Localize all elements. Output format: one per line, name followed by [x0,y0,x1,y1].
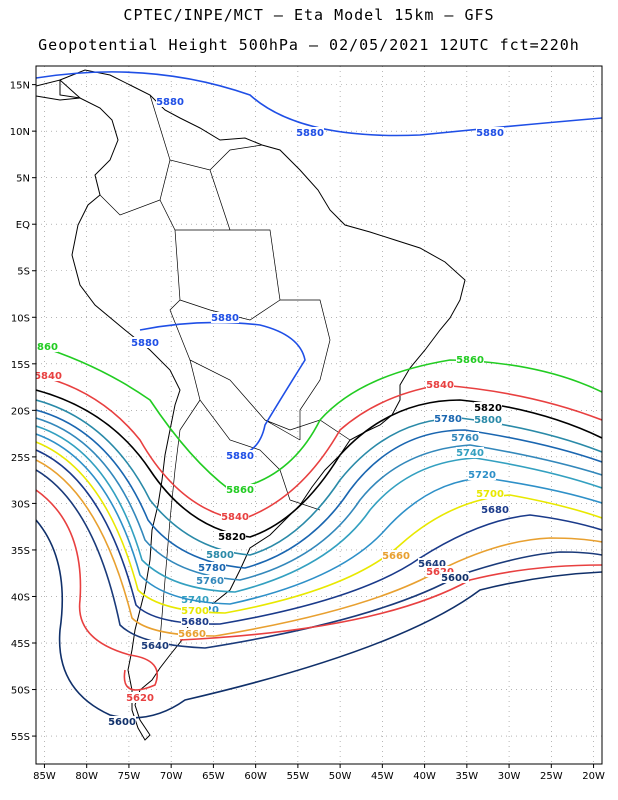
lat-tick-label: 50S [11,686,30,697]
contour-label-5640: 5640 [418,559,446,570]
lat-tick-label: 15S [11,360,30,371]
contour-5880 [139,321,306,456]
contour-label-5760: 5760 [196,576,224,587]
contour-5620 [36,489,602,691]
south-america-coastline [59,69,466,741]
contour-5880 [36,71,602,137]
contour-label-5880: 5880 [156,97,184,108]
lon-tick-label: 80W [75,771,98,782]
lon-tick-label: 65W [202,771,225,782]
lat-tick-label: 35S [11,546,30,557]
lat-tick-label: 10S [11,313,30,324]
lat-tick-label: 55S [11,732,30,743]
latitude-tick-labels: 15N 10N 5N EQ 5S 10S 15S 20S 25S 30S 35S 40S 45S 50S 5… [10,81,36,743]
contour-label-5740: 5740 [456,448,484,459]
contour-label-5600: 5600 [108,717,136,728]
contour-label-5700: 5700 [181,606,209,617]
map-frame [35,65,603,765]
contour-label-5620: 5620 [126,693,154,704]
lat-tick-label: 40S [11,592,30,603]
grid-lines [36,66,602,764]
lon-tick-label: 35W [456,771,479,782]
contour-5680 [36,449,602,625]
contour-lines: 5880 5880 5880 5880 5880 5880 5860 5860 5860 5840… [30,71,602,728]
lon-tick-label: 40W [413,771,436,782]
lat-tick-label: 5N [16,174,30,185]
contour-label-5820: 5820 [474,403,502,414]
contour-label-5660: 5660 [178,629,206,640]
contour-5780 [36,409,602,569]
contour-label-5880: 5880 [476,128,504,139]
contour-label-5640: 5640 [141,641,169,652]
contour-label-5860: 5860 [30,342,58,353]
contour-5740 [36,425,602,593]
lon-tick-label: 85W [33,771,56,782]
lon-tick-label: 70W [160,771,183,782]
contour-label-5760: 5760 [451,433,479,444]
contour-5860 [36,344,602,491]
lon-tick-label: 75W [118,771,141,782]
map-title: CPTEC/INPE/MCT – Eta Model 15km – GFS [123,6,495,24]
contour-label-5880: 5880 [296,128,324,139]
contour-label-5600: 5600 [441,573,469,584]
contour-label-5800: 5800 [206,550,234,561]
contour-5820 [36,389,602,538]
contour-label-5800: 5800 [474,415,502,426]
lon-tick-label: 20W [582,771,605,782]
contour-label-5780: 5780 [434,414,462,425]
contour-label-5840: 5840 [34,371,62,382]
lon-tick-label: 25W [540,771,563,782]
contour-label-5880: 5880 [131,338,159,349]
lat-tick-label: 20S [11,406,30,417]
lat-tick-label: 5S [17,267,30,278]
contour-label-5620: 5620 [426,567,454,578]
lon-tick-label: 50W [329,771,352,782]
contour-5660 [36,459,602,637]
contour-5840 [36,374,602,521]
contour-label-5820: 5820 [218,532,246,543]
central-america-coastline [36,79,82,101]
contour-label-5680: 5680 [481,505,509,516]
contour-label-5840: 5840 [426,380,454,391]
longitude-tick-labels: 85W 80W 75W 70W 65W 60W 55W 50W 45W 40W 35W 30W 25W 2… [33,764,605,782]
contour-label-5860: 5860 [456,355,484,366]
contour-label-5840: 5840 [221,512,249,523]
map-subtitle: Geopotential Height 500hPa – 02/05/2021 … [38,36,580,54]
lat-tick-label: 15N [10,81,30,92]
contour-label-5700: 5700 [476,489,504,500]
contour-5600 [36,519,602,719]
lat-tick-label: 10N [10,127,30,138]
contour-label-5860: 5860 [226,485,254,496]
contour-5700 [36,441,602,614]
lat-tick-label: 45S [11,639,30,650]
lat-tick-label: 25S [11,453,30,464]
contour-label-5880: 5880 [226,451,254,462]
lon-tick-label: 45W [371,771,394,782]
contour-label-5880: 5880 [211,313,239,324]
lon-tick-label: 60W [244,771,267,782]
lon-tick-label: 30W [498,771,521,782]
lon-tick-label: 55W [287,771,310,782]
contour-label-5720: 5720 [468,470,496,481]
lat-tick-label: 30S [11,499,30,510]
contour-label-5780: 5780 [198,563,226,574]
contour-label-5680: 5680 [181,617,209,628]
contour-label-5660: 5660 [382,551,410,562]
lat-tick-label: EQ [16,220,30,231]
